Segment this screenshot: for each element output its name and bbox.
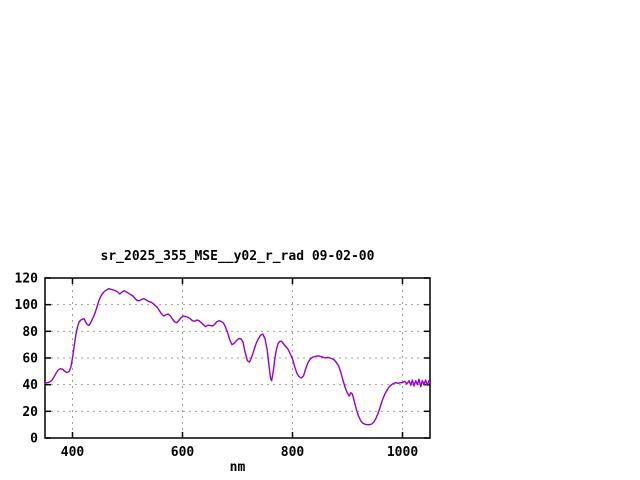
x-tick-label: 600	[171, 445, 195, 460]
plot-border	[44, 277, 431, 439]
y-tick-label: 20	[22, 405, 38, 420]
y-tick-label: 60	[22, 352, 38, 367]
x-axis-label: nm	[229, 460, 246, 475]
y-tick-label: 0	[30, 432, 38, 447]
x-tick-label: 400	[61, 445, 85, 460]
y-tick-label: 120	[15, 272, 39, 287]
y-tick-label: 100	[15, 298, 39, 313]
y-tick-label: 40	[22, 378, 38, 393]
spectral-curve	[44, 288, 431, 426]
x-tick-label: 1000	[387, 445, 418, 460]
y-tick-label: 80	[22, 325, 38, 340]
x-tick-label: 800	[281, 445, 305, 460]
chart-title: sr_2025_355_MSE__y02_r_rad 09-02-00	[100, 249, 375, 264]
